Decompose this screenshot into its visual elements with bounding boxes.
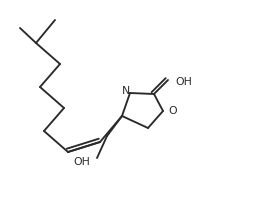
Text: OH: OH [175, 77, 192, 87]
Text: N: N [122, 86, 130, 96]
Text: O: O [168, 106, 177, 116]
Text: OH: OH [73, 157, 90, 167]
